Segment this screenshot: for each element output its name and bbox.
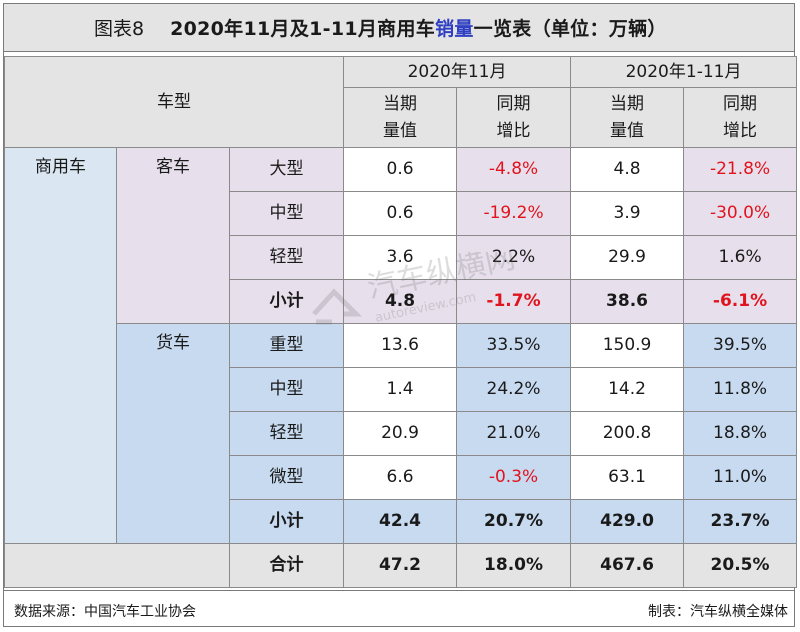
title-suffix: 一览表（单位：万辆） bbox=[473, 18, 667, 40]
month-yoy-cell: 18.0% bbox=[456, 543, 572, 588]
data-source: 数据来源：中国汽车工业协会 bbox=[14, 604, 196, 620]
vehicle-type-header: 车型 bbox=[3, 56, 345, 148]
table-row: 商用车 客车 大型 0.6 -4.8% 4.8 -21.8% bbox=[4, 147, 798, 544]
title-bar: 图表8 2020年11月及1-11月商用车销量一览表（单位：万辆） bbox=[4, 4, 794, 52]
ytd-value-cell: 150.9 bbox=[570, 323, 685, 368]
ytd-yoy-cell: -6.1% bbox=[683, 279, 798, 324]
ytd-value-cell: 4.8 bbox=[570, 147, 685, 192]
type-cell: 大型 bbox=[228, 147, 345, 192]
month-value-cell: 6.6 bbox=[343, 455, 458, 500]
ytd-value-cell: 29.9 bbox=[570, 235, 685, 280]
month-current-value-header: 当期 量值 bbox=[343, 87, 458, 148]
ytd-yoy-cell: 20.5% bbox=[683, 543, 798, 588]
table-row: 中型 0.6 -19.2% 3.9 -30.0% bbox=[5, 191, 798, 236]
table-title: 2020年11月及1-11月商用车销量一览表（单位：万辆） bbox=[170, 14, 667, 41]
total-label: 合计 bbox=[228, 543, 345, 588]
ytd-yoy-cell: 23.7% bbox=[683, 499, 798, 544]
period-ytd-header: 2020年1-11月 bbox=[570, 56, 798, 88]
period-month-header: 2020年11月 bbox=[343, 56, 572, 88]
ytd-value-cell: 3.9 bbox=[570, 191, 685, 236]
table-row: 微型 6.6 -0.3% 63.1 11.0% bbox=[5, 455, 798, 500]
table-row-subtotal: 小计 42.4 20.7% 429.0 23.7% bbox=[5, 499, 798, 544]
ytd-yoy-cell: 11.0% bbox=[683, 455, 798, 500]
table-frame: 图表8 2020年11月及1-11月商用车销量一览表（单位：万辆） 车型 202… bbox=[3, 3, 798, 627]
group-name-bus: 客车 bbox=[116, 147, 230, 324]
ytd-value-cell: 200.8 bbox=[570, 411, 685, 456]
ytd-yoy-cell: 1.6% bbox=[683, 235, 798, 280]
ytd-yoy-cell: 18.8% bbox=[683, 411, 798, 456]
month-yoy-cell: 2.2% bbox=[456, 235, 572, 280]
ytd-value-cell: 467.6 bbox=[570, 543, 685, 588]
month-value-cell: 1.4 bbox=[343, 367, 458, 412]
table-row-subtotal: 小计 4.8 -1.7% 38.6 -6.1% bbox=[5, 279, 798, 324]
month-value-cell: 0.6 bbox=[343, 191, 458, 236]
ytd-value-cell: 63.1 bbox=[570, 455, 685, 500]
ytd-yoy-cell: 11.8% bbox=[683, 367, 798, 412]
month-value-cell: 13.6 bbox=[343, 323, 458, 368]
ytd-yoy-cell: -30.0% bbox=[683, 191, 798, 236]
footer: 数据来源：中国汽车工业协会 制表：汽车纵横全媒体 bbox=[4, 590, 794, 626]
month-value-cell: 3.6 bbox=[343, 235, 458, 280]
type-cell: 中型 bbox=[228, 367, 345, 412]
subtotal-label: 小计 bbox=[228, 279, 345, 324]
sales-table: 车型 2020年11月 2020年1-11月 当期 量值 同期 增比 当期 量值 同期… bbox=[3, 56, 798, 588]
title-highlight: 销量 bbox=[435, 18, 474, 40]
month-value-cell: 4.8 bbox=[343, 279, 458, 324]
ytd-value-cell: 38.6 bbox=[570, 279, 685, 324]
figure-label: 图表8 bbox=[94, 18, 145, 40]
title-prefix: 2020年11月及1-11月商用车 bbox=[170, 18, 436, 40]
month-yoy-cell: -0.3% bbox=[456, 455, 572, 500]
ytd-value-cell: 429.0 bbox=[570, 499, 685, 544]
month-yoy-cell: 20.7% bbox=[456, 499, 572, 544]
month-yoy-cell: -19.2% bbox=[456, 191, 572, 236]
type-cell: 轻型 bbox=[228, 411, 345, 456]
category-cell: 商用车 bbox=[4, 147, 117, 544]
month-yoy-cell: 24.2% bbox=[456, 367, 572, 412]
table-maker: 制表：汽车纵横全媒体 bbox=[648, 604, 788, 620]
group-name-truck: 货车 bbox=[116, 323, 230, 544]
ytd-current-value-header: 当期 量值 bbox=[570, 87, 685, 148]
table-row: 货车 重型 13.6 33.5% 150.9 39.5% bbox=[5, 323, 798, 544]
type-cell: 中型 bbox=[228, 191, 345, 236]
table-row: 轻型 20.9 21.0% 200.8 18.8% bbox=[5, 411, 798, 456]
subtotal-label: 小计 bbox=[228, 499, 345, 544]
month-value-cell: 20.9 bbox=[343, 411, 458, 456]
month-yoy-cell: 33.5% bbox=[456, 323, 572, 368]
type-cell: 微型 bbox=[228, 455, 345, 500]
table-row: 轻型 3.6 2.2% 29.9 1.6% bbox=[5, 235, 798, 280]
ytd-yoy-cell: 39.5% bbox=[683, 323, 798, 368]
ytd-yoy-header: 同期 增比 bbox=[683, 87, 798, 148]
ytd-yoy-cell: -21.8% bbox=[683, 147, 798, 192]
month-yoy-cell: 21.0% bbox=[456, 411, 572, 456]
type-cell: 重型 bbox=[228, 323, 345, 368]
month-value-cell: 0.6 bbox=[343, 147, 458, 192]
month-yoy-header: 同期 增比 bbox=[456, 87, 572, 148]
month-yoy-cell: -1.7% bbox=[456, 279, 572, 324]
type-cell: 轻型 bbox=[228, 235, 345, 280]
ytd-value-cell: 14.2 bbox=[570, 367, 685, 412]
table-row: 中型 1.4 24.2% 14.2 11.8% bbox=[5, 367, 798, 412]
month-yoy-cell: -4.8% bbox=[456, 147, 572, 192]
table-row-total: 合计 47.2 18.0% 467.6 20.5% bbox=[4, 543, 798, 588]
month-value-cell: 42.4 bbox=[343, 499, 458, 544]
total-spacer bbox=[4, 543, 230, 588]
month-value-cell: 47.2 bbox=[343, 543, 458, 588]
